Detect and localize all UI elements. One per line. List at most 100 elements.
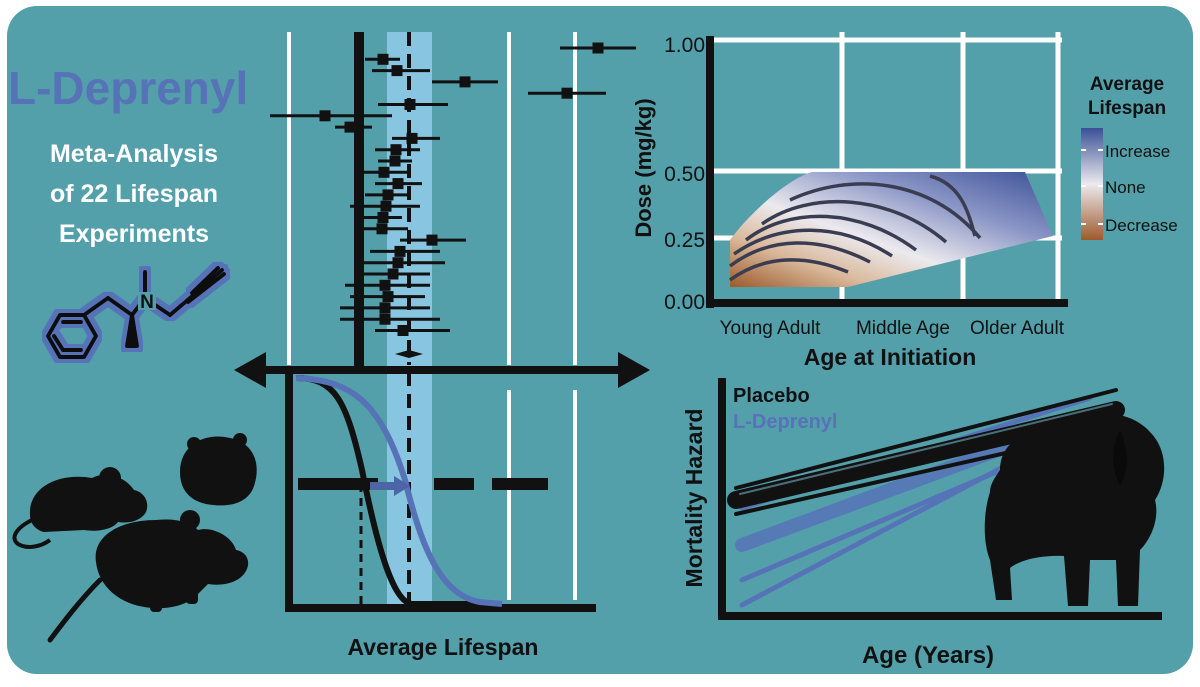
- effect-estimate-marker: [387, 268, 399, 280]
- forest-row: [355, 268, 430, 280]
- forest-row: [350, 291, 425, 303]
- dog-silhouette-icon: [984, 414, 1165, 606]
- arrow-left-icon: [234, 352, 266, 388]
- survival-plot: Average Lifespan: [285, 372, 596, 660]
- legend-deprenyl: L-Deprenyl: [733, 411, 837, 433]
- heatmap-contours: [728, 174, 982, 282]
- forest-row: [370, 245, 440, 257]
- placebo-survival-curve: [295, 375, 500, 607]
- lifespan-axis-arrow: [234, 352, 650, 388]
- effect-estimate-marker: [397, 325, 409, 336]
- effect-estimate-marker: [426, 234, 438, 246]
- effect-estimate-marker: [379, 302, 391, 314]
- legend-ticks: [1081, 149, 1103, 225]
- forest-row: [375, 178, 422, 190]
- forest-row: [400, 234, 466, 246]
- effect-estimate-marker: [378, 166, 390, 178]
- effect-estimate-marker: [459, 76, 471, 88]
- effect-estimate-marker: [319, 110, 331, 122]
- forest-row: [375, 144, 420, 156]
- lifespan-legend: Average Lifespan Increase None Decrease: [1081, 74, 1178, 240]
- survival-x-label: Average Lifespan: [348, 634, 539, 660]
- effect-estimate-marker: [394, 245, 406, 257]
- legend-label-decrease: Decrease: [1105, 216, 1178, 235]
- forest-row: [528, 87, 606, 99]
- forest-row: [365, 53, 400, 65]
- x-tick-young-adult: Young Adult: [720, 318, 821, 339]
- effect-estimate-marker: [380, 200, 392, 212]
- rodent-silhouettes: [12, 433, 257, 643]
- rat-silhouette-icon: [47, 510, 249, 643]
- placebo-hazard-band: [727, 388, 1125, 516]
- effect-estimate-marker: [390, 144, 402, 156]
- subtitle-line-1: Meta-Analysis: [50, 140, 218, 168]
- forest-row: [340, 313, 440, 325]
- shift-arrow-icon: [394, 476, 410, 496]
- y-tick-1-00: 1.00: [664, 34, 705, 57]
- hamster-silhouette-icon: [180, 433, 257, 506]
- mouse-silhouette-icon: [12, 467, 148, 549]
- forest-row: [365, 189, 410, 201]
- forest-row: [335, 121, 372, 133]
- nitrogen-background: [138, 292, 156, 310]
- hazard-plot: Mortality Hazard Age (Years) Placebo L-D…: [681, 378, 1162, 669]
- effect-estimate-marker: [561, 87, 573, 99]
- effect-estimate-marker: [344, 121, 356, 133]
- forest-estimates: [270, 42, 636, 336]
- forest-row: [362, 223, 408, 235]
- forest-row: [378, 99, 448, 110]
- legend-title-line-1: Average: [1090, 74, 1164, 95]
- forest-row: [360, 257, 445, 269]
- forest-row: [364, 166, 408, 178]
- effect-estimate-marker: [406, 132, 418, 144]
- effect-estimate-marker: [382, 291, 394, 303]
- forest-row: [560, 42, 636, 54]
- effect-estimate-marker: [392, 257, 404, 269]
- dose-surface: [730, 172, 1053, 287]
- legend-label-none: None: [1105, 178, 1146, 197]
- effect-estimate-marker: [377, 212, 389, 223]
- subtitle-line-3: Experiments: [59, 220, 209, 248]
- effect-estimate-marker: [392, 178, 404, 190]
- forest-row: [350, 200, 420, 212]
- heatmap-y-label: Dose (mg/kg): [631, 98, 656, 237]
- hazard-x-label: Age (Years): [862, 642, 994, 669]
- legend-placebo: Placebo: [733, 385, 810, 407]
- heatmap-x-label: Age at Initiation: [804, 344, 977, 370]
- hazard-y-label: Mortality Hazard: [681, 409, 707, 588]
- dose-heatmap: 1.00 0.50 0.25 0.00 Dose (mg/kg) Young A…: [631, 32, 1178, 370]
- legend-color-bar: [1081, 128, 1103, 240]
- deprenyl-survival-curve: [295, 375, 503, 607]
- subtitle-line-2: of 22 Lifespan: [50, 180, 218, 208]
- effect-estimate-marker: [391, 65, 403, 77]
- forest-row: [392, 132, 440, 144]
- forest-row: [378, 155, 412, 167]
- nitrogen-label: N: [140, 292, 154, 313]
- effect-estimate-marker: [389, 155, 401, 167]
- effect-estimate-marker: [592, 42, 604, 54]
- y-tick-0-50: 0.50: [664, 163, 705, 186]
- forest-row: [432, 76, 498, 88]
- x-tick-middle-age: Middle Age: [856, 318, 950, 339]
- x-tick-older-adult: Older Adult: [970, 318, 1065, 339]
- forest-row: [362, 212, 402, 223]
- effect-estimate-marker: [382, 189, 394, 201]
- legend-title-line-2: Lifespan: [1088, 98, 1166, 119]
- forest-row: [345, 279, 430, 291]
- legend-label-increase: Increase: [1105, 142, 1170, 161]
- pooled-diamond: [395, 350, 423, 358]
- forest-row: [340, 302, 430, 314]
- effect-estimate-marker: [376, 223, 388, 235]
- effect-estimate-marker: [377, 53, 389, 65]
- effect-estimate-marker: [379, 279, 391, 291]
- forest-row: [372, 65, 430, 77]
- title-text: L-Deprenyl: [8, 62, 248, 114]
- effect-estimate-marker: [379, 313, 391, 325]
- forest-row: [270, 110, 392, 122]
- y-tick-0-25: 0.25: [664, 229, 705, 252]
- effect-estimate-marker: [404, 99, 416, 110]
- y-tick-0-00: 0.00: [664, 291, 705, 314]
- forest-row: [375, 325, 450, 336]
